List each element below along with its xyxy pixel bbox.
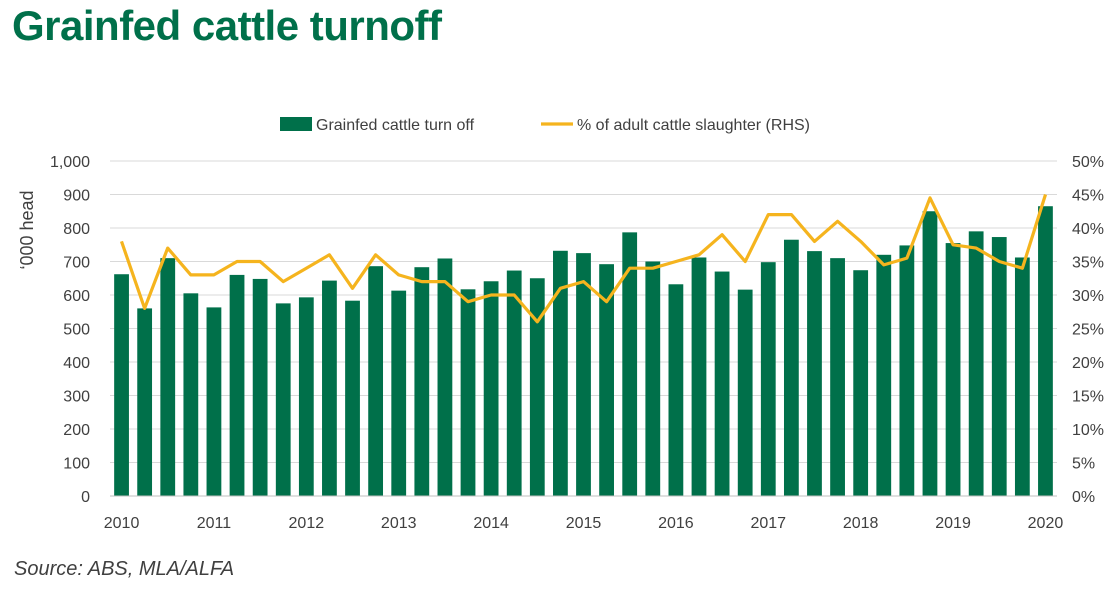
y2-tick-label: 0%	[1072, 489, 1095, 506]
y2-tick-label: 25%	[1072, 322, 1104, 339]
bar	[275, 303, 291, 496]
x-tick-label: 2010	[104, 515, 140, 532]
bar	[945, 243, 961, 496]
bar	[1038, 206, 1053, 496]
bar	[691, 257, 707, 496]
bar	[252, 278, 268, 496]
x-tick-label: 2013	[381, 515, 417, 532]
bar	[183, 293, 199, 496]
bar	[368, 266, 384, 496]
bar	[899, 245, 915, 496]
bar	[437, 258, 453, 496]
y-tick-label: 1,000	[50, 154, 90, 171]
bar	[298, 297, 314, 496]
x-tick-label: 2017	[750, 515, 786, 532]
x-tick-label: 2014	[473, 515, 509, 532]
bar	[576, 253, 591, 496]
bar	[760, 262, 776, 496]
y-tick-label: 700	[63, 255, 90, 272]
y2-tick-label: 5%	[1072, 456, 1095, 473]
bar	[414, 267, 430, 496]
bar	[206, 307, 222, 496]
y-tick-label: 300	[63, 389, 90, 406]
y2-tick-label: 35%	[1072, 255, 1104, 272]
bar	[529, 278, 545, 496]
bar	[114, 274, 129, 496]
bar	[876, 254, 892, 496]
bar	[322, 280, 337, 496]
bar	[830, 258, 845, 496]
bar	[645, 261, 661, 496]
bar	[553, 250, 568, 496]
x-tick-label: 2016	[658, 515, 694, 532]
y-tick-label: 200	[63, 422, 90, 439]
y2-tick-label: 15%	[1072, 389, 1104, 406]
bar	[1014, 257, 1030, 496]
legend-bar-swatch	[280, 117, 312, 131]
bar	[483, 281, 499, 496]
bar	[391, 290, 407, 496]
bar	[737, 289, 753, 496]
x-tick-label: 2011	[197, 515, 232, 532]
x-tick-label: 2020	[1028, 515, 1064, 532]
bar	[599, 264, 614, 496]
legend-line-label: % of adult cattle slaughter (RHS)	[577, 117, 810, 134]
y2-tick-label: 40%	[1072, 221, 1104, 238]
bar	[783, 239, 799, 496]
bar	[229, 274, 245, 496]
y-tick-label: 600	[63, 288, 90, 305]
line-series	[119, 194, 1048, 324]
y2-tick-label: 10%	[1072, 422, 1104, 439]
y-tick-label: 100	[63, 456, 90, 473]
x-tick-label: 2015	[566, 515, 602, 532]
y-tick-label: 500	[63, 322, 90, 339]
y-tick-label: 800	[63, 221, 90, 238]
y2-tick-label: 50%	[1072, 154, 1104, 171]
bar	[853, 270, 869, 496]
y-tick-label: 0	[81, 489, 90, 506]
legend-bar-label: Grainfed cattle turn off	[316, 117, 475, 134]
y2-tick-label: 45%	[1072, 188, 1104, 205]
bar	[807, 251, 822, 496]
bar	[922, 211, 938, 496]
y-axis-label: ‘000 head	[17, 190, 37, 269]
bar	[991, 237, 1007, 497]
bar	[137, 308, 153, 496]
y-tick-label: 400	[63, 355, 90, 372]
bar	[160, 258, 176, 496]
chart-title: Grainfed cattle turnoff	[12, 2, 442, 49]
bar	[506, 270, 522, 496]
bar	[668, 284, 684, 496]
bar	[460, 289, 476, 496]
x-tick-label: 2019	[935, 515, 971, 532]
bar	[968, 231, 984, 496]
y2-tick-label: 20%	[1072, 355, 1104, 372]
x-tick-label: 2018	[843, 515, 879, 532]
y-tick-label: 900	[63, 188, 90, 205]
bar-series	[114, 206, 1053, 497]
axes: 0 0% 100 5% 200 10% 300 15% 400 20% 500 25% 600 30% 70…	[50, 154, 1104, 532]
legend: Grainfed cattle turn off % of adult cattl…	[280, 117, 810, 134]
source-note: Source: ABS, MLA/ALFA	[14, 558, 235, 580]
bar	[622, 232, 638, 497]
bar	[345, 300, 360, 496]
x-tick-label: 2012	[289, 515, 325, 532]
y2-tick-label: 30%	[1072, 288, 1104, 305]
bar	[714, 271, 730, 496]
